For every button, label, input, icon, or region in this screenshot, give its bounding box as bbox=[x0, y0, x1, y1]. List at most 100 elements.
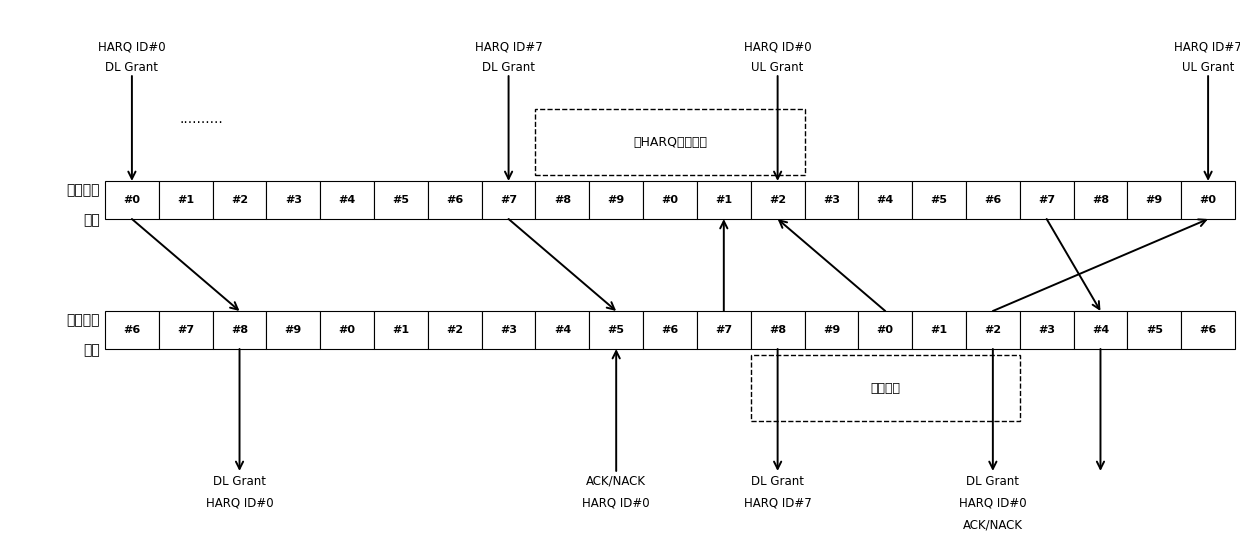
Text: HARQ ID#7: HARQ ID#7 bbox=[744, 497, 811, 510]
Bar bbox=[913, 311, 966, 349]
Bar bbox=[536, 109, 805, 175]
Text: #4: #4 bbox=[877, 195, 894, 205]
Text: #8: #8 bbox=[1092, 195, 1109, 205]
Text: #6: #6 bbox=[1199, 325, 1216, 335]
Text: #2: #2 bbox=[231, 195, 248, 205]
Text: #4: #4 bbox=[1092, 325, 1109, 335]
Bar bbox=[697, 181, 750, 219]
Bar bbox=[105, 181, 159, 219]
Text: #0: #0 bbox=[1199, 195, 1216, 205]
Text: #6: #6 bbox=[123, 325, 140, 335]
Bar bbox=[750, 311, 805, 349]
Text: UL Grant: UL Grant bbox=[751, 61, 804, 74]
Bar bbox=[697, 311, 750, 349]
Bar bbox=[536, 311, 589, 349]
Text: ACK/NACK: ACK/NACK bbox=[962, 519, 1023, 532]
Text: #6: #6 bbox=[446, 195, 464, 205]
Text: #4: #4 bbox=[339, 195, 356, 205]
Text: #5: #5 bbox=[608, 325, 625, 335]
Bar bbox=[1074, 181, 1127, 219]
Bar bbox=[481, 311, 536, 349]
Bar bbox=[212, 181, 267, 219]
Text: 射频处理: 射频处理 bbox=[67, 313, 100, 327]
Text: #3: #3 bbox=[1038, 325, 1055, 335]
Text: #7: #7 bbox=[177, 325, 195, 335]
Bar bbox=[858, 181, 913, 219]
Text: #1: #1 bbox=[930, 325, 947, 335]
Text: #1: #1 bbox=[177, 195, 195, 205]
Text: #2: #2 bbox=[769, 195, 786, 205]
Text: #2: #2 bbox=[985, 325, 1002, 335]
Bar bbox=[212, 311, 267, 349]
Text: HARQ ID#7: HARQ ID#7 bbox=[475, 41, 542, 54]
Text: #9: #9 bbox=[608, 195, 625, 205]
Text: DL Grant: DL Grant bbox=[482, 61, 536, 74]
Bar bbox=[105, 311, 159, 349]
Bar bbox=[589, 181, 644, 219]
Text: DL Grant: DL Grant bbox=[213, 475, 267, 488]
Bar bbox=[374, 181, 428, 219]
Bar bbox=[428, 311, 481, 349]
Text: HARQ ID#0: HARQ ID#0 bbox=[744, 41, 811, 54]
Bar bbox=[1127, 181, 1182, 219]
Text: HARQ ID#0: HARQ ID#0 bbox=[206, 497, 273, 510]
Text: UL Grant: UL Grant bbox=[1182, 61, 1234, 74]
Text: 设备: 设备 bbox=[83, 343, 100, 357]
Text: DL Grant: DL Grant bbox=[966, 475, 1019, 488]
Text: HARQ ID#0: HARQ ID#0 bbox=[583, 497, 650, 510]
Text: #0: #0 bbox=[124, 195, 140, 205]
Text: 资源空闲: 资源空闲 bbox=[870, 381, 900, 395]
Text: #5: #5 bbox=[392, 195, 409, 205]
Bar bbox=[858, 311, 913, 349]
Bar bbox=[1074, 311, 1127, 349]
Text: DL Grant: DL Grant bbox=[751, 475, 804, 488]
Text: ACK/NACK: ACK/NACK bbox=[587, 475, 646, 488]
Bar bbox=[1182, 181, 1235, 219]
Bar bbox=[644, 311, 697, 349]
Bar bbox=[805, 311, 858, 349]
Text: #0: #0 bbox=[661, 195, 678, 205]
Bar bbox=[481, 181, 536, 219]
Bar bbox=[644, 181, 697, 219]
Bar bbox=[750, 181, 805, 219]
Text: 无HARQ进程可用: 无HARQ进程可用 bbox=[632, 136, 707, 148]
Text: #7: #7 bbox=[715, 325, 733, 335]
Text: DL Grant: DL Grant bbox=[105, 61, 159, 74]
Text: #7: #7 bbox=[500, 195, 517, 205]
Text: #1: #1 bbox=[392, 325, 409, 335]
Text: #6: #6 bbox=[985, 195, 1002, 205]
Bar bbox=[966, 311, 1019, 349]
Bar bbox=[320, 181, 374, 219]
Text: 基带处理: 基带处理 bbox=[67, 183, 100, 197]
Text: HARQ ID#0: HARQ ID#0 bbox=[959, 497, 1027, 510]
Text: #2: #2 bbox=[446, 325, 464, 335]
Bar bbox=[1182, 311, 1235, 349]
Text: #0: #0 bbox=[339, 325, 356, 335]
Text: #1: #1 bbox=[715, 195, 733, 205]
Bar bbox=[159, 181, 212, 219]
Bar bbox=[159, 311, 212, 349]
Bar bbox=[750, 355, 1019, 421]
Bar bbox=[320, 311, 374, 349]
Text: #0: #0 bbox=[877, 325, 894, 335]
Bar bbox=[1019, 311, 1074, 349]
Bar bbox=[805, 181, 858, 219]
Text: HARQ ID#7: HARQ ID#7 bbox=[1174, 41, 1240, 54]
Bar bbox=[536, 181, 589, 219]
Bar bbox=[1127, 311, 1182, 349]
Text: #8: #8 bbox=[769, 325, 786, 335]
Text: #6: #6 bbox=[661, 325, 678, 335]
Text: #5: #5 bbox=[1146, 325, 1163, 335]
Bar bbox=[267, 311, 320, 349]
Text: #8: #8 bbox=[231, 325, 248, 335]
Bar bbox=[374, 311, 428, 349]
Text: #3: #3 bbox=[823, 195, 839, 205]
Text: #4: #4 bbox=[554, 325, 570, 335]
Text: #8: #8 bbox=[554, 195, 570, 205]
Text: #9: #9 bbox=[1146, 195, 1163, 205]
Bar bbox=[267, 181, 320, 219]
Text: #5: #5 bbox=[930, 195, 947, 205]
Text: #9: #9 bbox=[285, 325, 303, 335]
Bar bbox=[589, 311, 644, 349]
Text: #3: #3 bbox=[285, 195, 301, 205]
